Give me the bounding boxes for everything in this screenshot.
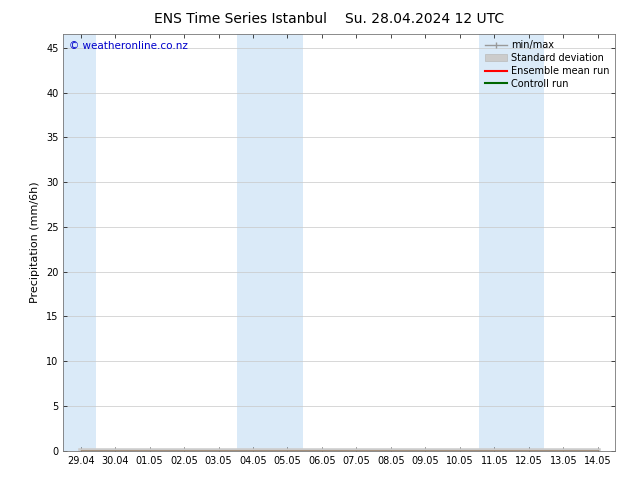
Text: ENS Time Series Istanbul: ENS Time Series Istanbul <box>155 12 327 26</box>
Bar <box>479 34 545 451</box>
Text: © weatheronline.co.nz: © weatheronline.co.nz <box>69 41 188 50</box>
Text: Su. 28.04.2024 12 UTC: Su. 28.04.2024 12 UTC <box>346 12 504 26</box>
Y-axis label: Precipitation (mm/6h): Precipitation (mm/6h) <box>30 182 41 303</box>
Legend: min/max, Standard deviation, Ensemble mean run, Controll run: min/max, Standard deviation, Ensemble me… <box>481 36 613 93</box>
Bar <box>63 34 96 451</box>
Bar <box>238 34 303 451</box>
